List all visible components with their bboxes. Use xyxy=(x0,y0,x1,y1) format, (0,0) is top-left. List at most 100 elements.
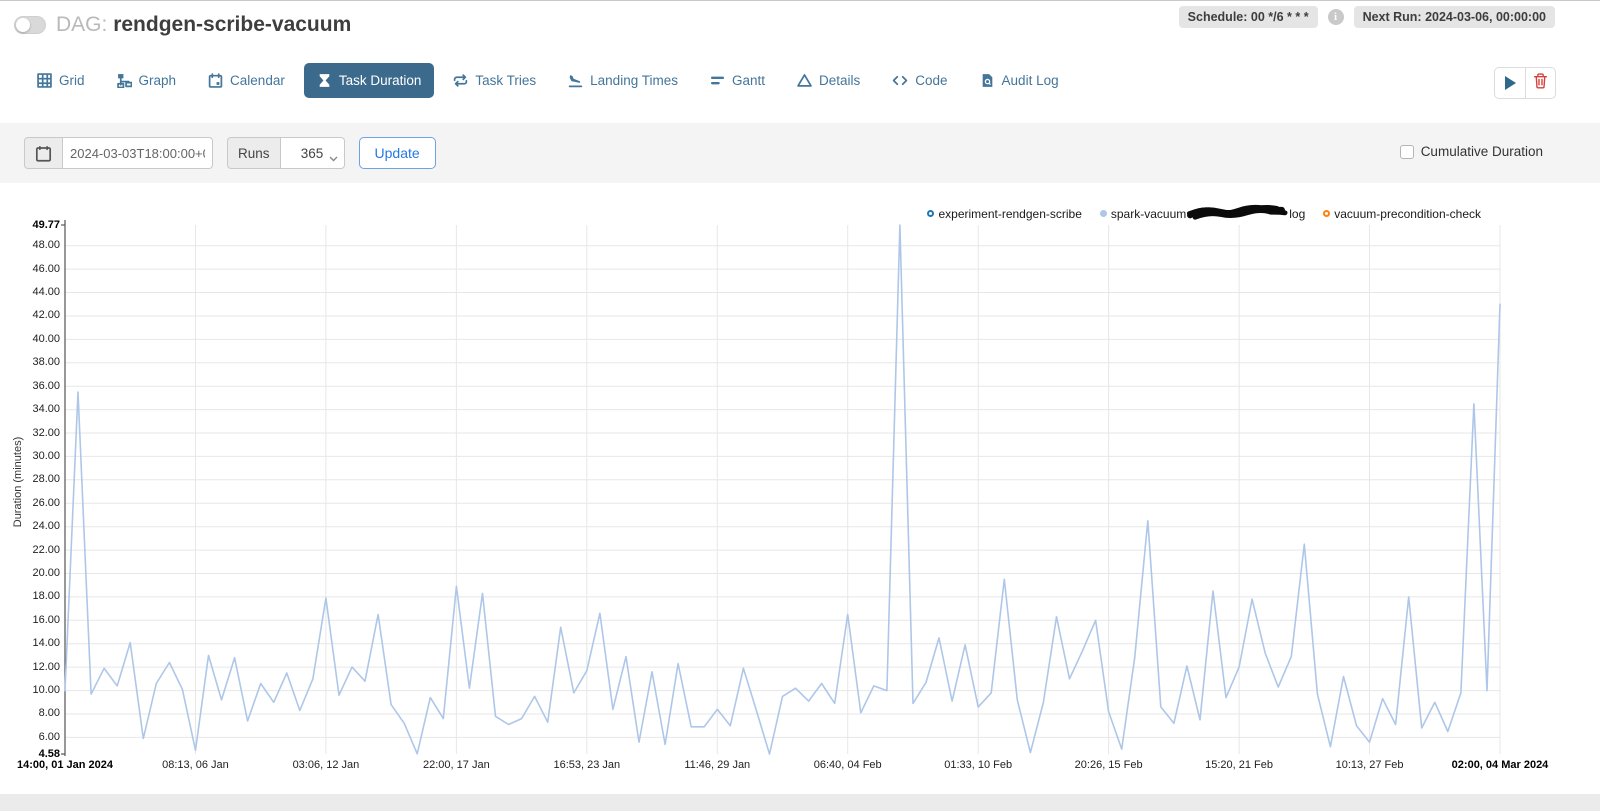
legend-dot-filled-lightblue xyxy=(1099,210,1107,217)
calendar-icon xyxy=(208,73,223,88)
tab-task-duration[interactable]: Task Duration xyxy=(303,63,435,98)
legend-dot-open-blue xyxy=(927,210,935,217)
cumulative-checkbox[interactable] xyxy=(1399,144,1414,159)
next-run-badge: Next Run: 2024-03-06, 00:00:00 xyxy=(1353,6,1555,28)
tab-task-tries[interactable]: Task Tries xyxy=(440,63,549,98)
x-tick-label: 06:40, 04 Feb xyxy=(813,759,882,771)
tab-label: Calendar xyxy=(230,73,285,88)
bottom-scroll-strip[interactable] xyxy=(0,794,1600,811)
num-runs-select[interactable]: 365 xyxy=(280,137,345,169)
x-tick-label: 02:00, 04 Mar 2024 xyxy=(1451,759,1549,771)
legend-label-suffix: log xyxy=(1289,206,1306,221)
tab-label: Task Duration xyxy=(338,73,422,88)
y-tick-label: 48.00 xyxy=(32,239,60,252)
y-tick-label: 20.00 xyxy=(32,566,60,579)
base-date-group xyxy=(24,137,213,169)
tab-label: Graph xyxy=(138,73,177,88)
y-tick-label: 40.00 xyxy=(32,332,60,345)
repeat-icon xyxy=(453,73,468,88)
legend-label: experiment-rendgen-scribe xyxy=(938,206,1082,221)
y-tick-label: 24.00 xyxy=(32,520,60,533)
y-tick-label: 34.00 xyxy=(32,403,60,416)
tab-calendar[interactable]: Calendar xyxy=(195,63,298,98)
graph-icon xyxy=(116,73,132,88)
tab-audit-log[interactable]: Audit Log xyxy=(967,63,1072,98)
y-tick-label: 22.00 xyxy=(32,543,60,556)
chart-filter-bar: Runs 365 Update xyxy=(0,123,1600,183)
toggle-knob xyxy=(16,18,30,32)
trigger-dag-button[interactable] xyxy=(1495,68,1525,98)
page-title: DAG: rendgen-scribe-vacuum xyxy=(56,13,351,37)
tab-details[interactable]: Details xyxy=(784,63,873,98)
trash-icon xyxy=(1533,72,1548,94)
x-tick-label: 22:00, 17 Jan xyxy=(423,759,490,771)
dag-view-tabs: Grid Graph Calendar Task Duration Task T… xyxy=(24,63,1072,98)
y-tick-label: 10.00 xyxy=(32,684,60,697)
x-tick-label: 15:20, 21 Feb xyxy=(1205,759,1274,771)
y-tick-label: 4.58 xyxy=(38,747,60,760)
schedule-badge: Schedule: 00 */6 * * * xyxy=(1178,6,1318,28)
y-tick-label: 36.00 xyxy=(32,379,60,392)
y-tick-label: 16.00 xyxy=(32,613,60,626)
grid-icon xyxy=(37,73,52,88)
x-tick-label: 01:33, 10 Feb xyxy=(944,759,1013,771)
header-badges: Schedule: 00 */6 * * * i Next Run: 2024-… xyxy=(1178,6,1555,28)
tab-label: Code xyxy=(915,73,948,88)
play-icon xyxy=(1504,76,1516,90)
legend-item-vacuum-precondition-check[interactable]: vacuum-precondition-check xyxy=(1323,207,1481,221)
y-tick-label: 14.00 xyxy=(32,637,60,650)
tab-label: Gantt xyxy=(731,73,765,88)
num-runs-group: Runs 365 xyxy=(227,137,345,169)
y-tick-label: 30.00 xyxy=(32,449,60,462)
x-tick-label: 16:53, 23 Jan xyxy=(553,759,621,771)
tab-gantt[interactable]: Gantt xyxy=(697,63,778,98)
chart-canvas[interactable] xyxy=(0,196,1600,796)
task-duration-chart: experiment-rendgen-scribe spark-vacuum l… xyxy=(0,196,1600,796)
y-tick-label: 18.00 xyxy=(32,590,60,603)
tab-code[interactable]: Code xyxy=(879,63,960,98)
cumulative-label: Cumulative Duration xyxy=(1420,144,1543,159)
y-tick-label: 26.00 xyxy=(32,496,60,509)
audit-log-icon xyxy=(980,73,995,88)
landing-icon xyxy=(568,73,583,88)
tab-label: Audit Log xyxy=(1001,73,1059,88)
y-tick-label: 38.00 xyxy=(32,356,60,369)
info-icon[interactable]: i xyxy=(1327,9,1344,25)
tab-grid[interactable]: Grid xyxy=(24,63,98,98)
x-tick-label: 20:26, 15 Feb xyxy=(1074,759,1143,771)
triangle-icon xyxy=(797,73,812,88)
y-tick-label: 8.00 xyxy=(38,707,60,720)
y-tick-label: 12.00 xyxy=(32,660,60,673)
num-runs-value: 365 xyxy=(300,145,324,161)
y-tick-label: 28.00 xyxy=(32,473,60,486)
tab-landing-times[interactable]: Landing Times xyxy=(555,63,691,98)
legend-item-spark-vacuum[interactable]: spark-vacuum log xyxy=(1099,203,1306,225)
tab-graph[interactable]: Graph xyxy=(104,63,190,98)
gantt-icon xyxy=(710,73,725,88)
runs-label: Runs xyxy=(227,137,281,169)
y-tick-label: 6.00 xyxy=(38,730,60,743)
x-tick-label: 11:46, 29 Jan xyxy=(684,759,751,771)
x-tick-label: 08:13, 06 Jan xyxy=(162,759,229,771)
tab-label: Task Tries xyxy=(475,73,537,88)
legend-item-experiment-rendgen-scribe[interactable]: experiment-rendgen-scribe xyxy=(927,206,1082,221)
x-tick-label: 14:00, 01 Jan 2024 xyxy=(16,759,114,771)
update-button[interactable]: Update xyxy=(358,137,436,169)
cumulative-duration-control[interactable]: Cumulative Duration xyxy=(1399,144,1543,159)
x-tick-label: 03:06, 12 Jan xyxy=(292,759,360,771)
legend-label-prefix: spark-vacuum xyxy=(1110,206,1187,221)
y-tick-label: 44.00 xyxy=(32,286,60,299)
legend-label: vacuum-precondition-check xyxy=(1334,206,1481,221)
calendar-addon[interactable] xyxy=(24,137,63,169)
dag-header: DAG: rendgen-scribe-vacuum xyxy=(14,13,351,37)
hourglass-icon xyxy=(317,73,332,88)
redaction-scribble xyxy=(1187,203,1291,225)
delete-dag-button[interactable] xyxy=(1525,68,1555,98)
base-date-input[interactable] xyxy=(63,137,213,169)
chart-legend: experiment-rendgen-scribe spark-vacuum l… xyxy=(927,204,1481,223)
y-tick-label: 49.77 xyxy=(32,218,60,231)
x-tick-label: 10:13, 27 Feb xyxy=(1335,759,1404,771)
dag-pause-toggle[interactable] xyxy=(14,16,46,34)
tab-label: Landing Times xyxy=(590,73,678,88)
tab-label: Details xyxy=(819,73,861,88)
